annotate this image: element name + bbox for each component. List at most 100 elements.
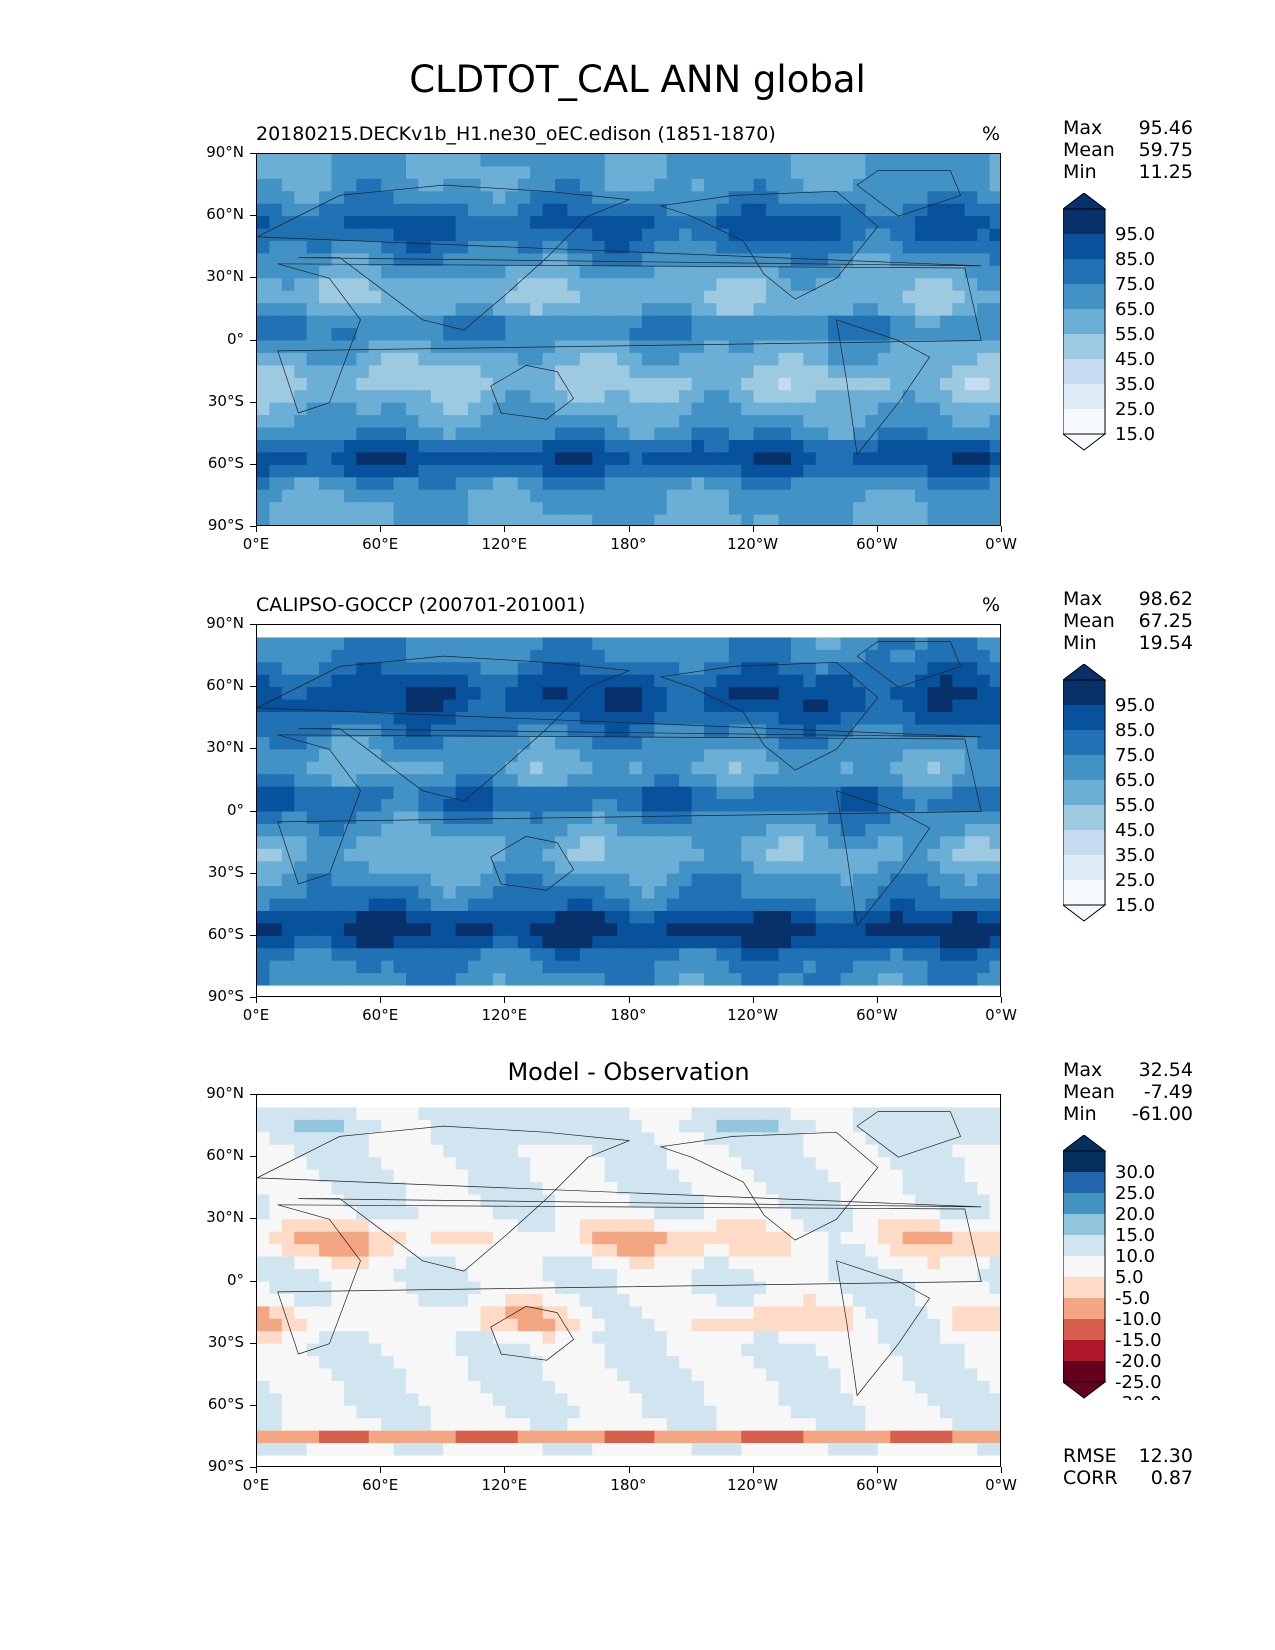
field-cell (704, 502, 717, 516)
field-cell (704, 489, 717, 503)
field-cell (542, 1169, 556, 1183)
field-cell (989, 985, 1000, 996)
field-cell (604, 1157, 618, 1171)
field-cell (381, 625, 395, 638)
field-cell (281, 712, 295, 725)
field-cell (542, 178, 556, 192)
field-cell (319, 1194, 332, 1208)
field-cell (517, 1206, 531, 1220)
field-cell (977, 154, 991, 167)
field-cell (542, 1331, 556, 1345)
field-cell (853, 749, 866, 763)
field-cell (393, 873, 407, 887)
field-cell (592, 774, 606, 788)
field-cell (629, 178, 643, 192)
field-cell (629, 1206, 643, 1220)
field-cell (939, 774, 953, 788)
field-cell (939, 1306, 953, 1320)
field-cell (629, 1231, 643, 1245)
field-cell (381, 786, 395, 800)
field-cell (952, 799, 966, 812)
field-cell (617, 811, 630, 825)
field-cell (666, 1119, 680, 1133)
field-cell (567, 799, 581, 812)
field-cell (319, 948, 332, 962)
field-cell (952, 154, 966, 167)
field-cell (592, 724, 606, 738)
field-cell (679, 216, 693, 230)
field-cell (890, 1157, 904, 1171)
field-cell (505, 712, 519, 725)
field-cell (443, 203, 457, 217)
field-cell (281, 724, 295, 738)
field-cell (877, 402, 891, 416)
field-cell (952, 178, 966, 192)
field-cell (617, 1157, 630, 1171)
field-cell (319, 241, 332, 254)
field-cell (592, 241, 606, 254)
field-cell (343, 502, 357, 516)
field-cell (952, 1269, 966, 1282)
field-cell (418, 649, 432, 663)
field-cell (964, 390, 978, 404)
field-cell (877, 502, 891, 516)
field-cell (989, 674, 1000, 688)
field-cell (306, 1169, 320, 1183)
field-cell (691, 340, 705, 354)
field-cell (455, 328, 469, 341)
field-cell (567, 973, 581, 987)
field-cell (430, 1306, 444, 1320)
field-cell (343, 265, 357, 279)
field-cell (455, 923, 469, 937)
field-cell (418, 985, 432, 996)
field-cell (654, 774, 668, 788)
field-cell (269, 861, 283, 875)
field-cell (592, 1331, 606, 1345)
field-cell (430, 948, 444, 962)
field-cell (393, 228, 407, 242)
field-cell (331, 1157, 345, 1171)
field-cell (343, 415, 357, 429)
field-cell (455, 1219, 469, 1233)
field-cell (406, 191, 419, 205)
field-cell (343, 1244, 357, 1258)
field-cell (281, 290, 295, 304)
field-cell (530, 649, 544, 663)
field-cell (666, 774, 680, 788)
field-cell (840, 1281, 854, 1295)
field-cell (356, 873, 370, 887)
field-cell (343, 910, 357, 924)
field-cell (741, 1244, 755, 1258)
field-cell (480, 1169, 494, 1183)
field-cell (617, 1281, 630, 1295)
field-cell (641, 489, 655, 503)
field-cell (989, 1144, 1000, 1158)
field-cell (592, 265, 606, 279)
field-cell (617, 886, 630, 900)
field-cell (741, 1119, 755, 1133)
field-cell (803, 178, 817, 192)
colorbar-extend-bottom (1061, 904, 1107, 922)
field-cell (555, 1107, 568, 1121)
field-cell (480, 1356, 494, 1370)
field-cell (952, 1219, 966, 1233)
field-cell (368, 823, 382, 837)
field-cell (865, 439, 879, 453)
field-cell (790, 178, 804, 192)
field-cell (853, 328, 866, 341)
field-cell (679, 1194, 693, 1208)
field-cell (505, 1107, 519, 1121)
field-cell (492, 1119, 506, 1133)
field-cell (716, 1157, 730, 1171)
field-cell (306, 1219, 320, 1233)
field-cell (728, 154, 742, 167)
field-cell (865, 1281, 879, 1295)
field-cell (877, 662, 891, 676)
field-cell (989, 328, 1000, 341)
field-cell (592, 1157, 606, 1171)
field-cell (964, 1343, 978, 1357)
field-cell (406, 985, 419, 996)
field-cell (294, 836, 308, 850)
field-cell (927, 377, 941, 391)
field-cell (480, 390, 494, 404)
